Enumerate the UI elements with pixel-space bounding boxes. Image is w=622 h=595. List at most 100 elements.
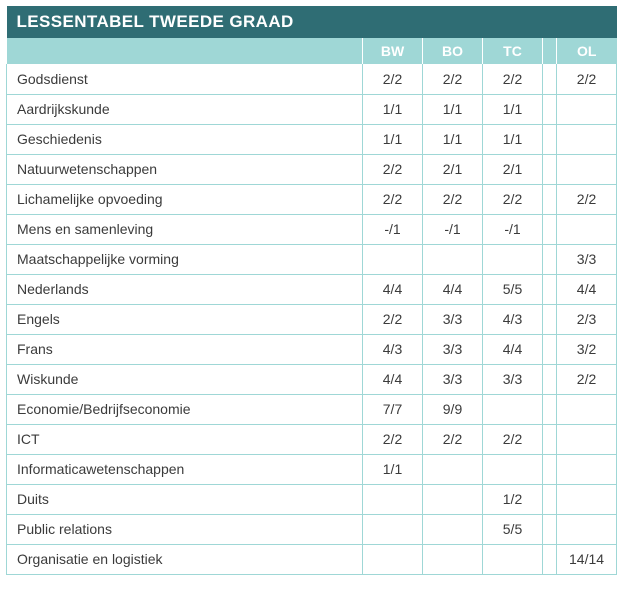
column-header-bw: BW: [363, 38, 423, 64]
table-row: ICT2/22/22/2: [7, 424, 617, 454]
value-cell: 4/3: [483, 304, 543, 334]
column-header-ol: OL: [557, 38, 617, 64]
value-cell: 5/5: [483, 514, 543, 544]
value-cell: 4/3: [363, 334, 423, 364]
subject-cell: Engels: [7, 304, 363, 334]
subject-cell: Aardrijkskunde: [7, 94, 363, 124]
value-cell: -/1: [363, 214, 423, 244]
value-cell: 3/2: [557, 334, 617, 364]
value-cell: [423, 544, 483, 574]
value-cell: 2/2: [483, 184, 543, 214]
subject-cell: Public relations: [7, 514, 363, 544]
subject-cell: ICT: [7, 424, 363, 454]
value-cell: 2/3: [557, 304, 617, 334]
table-row: Duits 1/2: [7, 484, 617, 514]
lessons-table: LESSENTABEL TWEEDE GRAADBWBOTCOL Godsdie…: [6, 6, 617, 575]
value-cell: 1/1: [423, 94, 483, 124]
subject-cell: Duits: [7, 484, 363, 514]
value-cell: 4/4: [363, 274, 423, 304]
subject-cell: Natuurwetenschappen: [7, 154, 363, 184]
value-cell: [363, 244, 423, 274]
column-header-tc: TC: [483, 38, 543, 64]
subject-cell: Economie/Bedrijfseconomie: [7, 394, 363, 424]
gap-cell: [543, 274, 557, 304]
gap-cell: [543, 244, 557, 274]
table-row: Mens en samenleving-/1-/1-/1: [7, 214, 617, 244]
table-row: Organisatie en logistiek14/14: [7, 544, 617, 574]
gap-cell: [543, 64, 557, 94]
value-cell: 2/2: [363, 64, 423, 94]
value-cell: [363, 484, 423, 514]
value-cell: 3/3: [423, 334, 483, 364]
table-row: Engels2/23/34/3 2/3: [7, 304, 617, 334]
value-cell: 2/1: [483, 154, 543, 184]
value-cell: [483, 244, 543, 274]
value-cell: 2/2: [483, 424, 543, 454]
value-cell: 14/14: [557, 544, 617, 574]
value-cell: 1/2: [483, 484, 543, 514]
table-row: Economie/Bedrijfseconomie7/79/9: [7, 394, 617, 424]
value-cell: 2/2: [423, 424, 483, 454]
gap-cell: [543, 304, 557, 334]
gap-cell: [543, 484, 557, 514]
value-cell: [423, 514, 483, 544]
gap-cell: [543, 154, 557, 184]
gap-cell: [543, 184, 557, 214]
value-cell: 2/2: [483, 64, 543, 94]
value-cell: 1/1: [483, 94, 543, 124]
value-cell: 3/3: [483, 364, 543, 394]
value-cell: 2/2: [557, 64, 617, 94]
value-cell: [363, 544, 423, 574]
subject-cell: Geschiedenis: [7, 124, 363, 154]
value-cell: 4/4: [363, 364, 423, 394]
value-cell: 7/7: [363, 394, 423, 424]
column-header-gap: [543, 38, 557, 64]
gap-cell: [543, 364, 557, 394]
table-title: LESSENTABEL TWEEDE GRAAD: [7, 6, 617, 38]
value-cell: [557, 124, 617, 154]
table-row: Maatschappelijke vorming 3/3: [7, 244, 617, 274]
subject-cell: Lichamelijke opvoeding: [7, 184, 363, 214]
subject-cell: Mens en samenleving: [7, 214, 363, 244]
value-cell: 4/4: [423, 274, 483, 304]
value-cell: 1/1: [483, 124, 543, 154]
value-cell: [557, 94, 617, 124]
gap-cell: [543, 94, 557, 124]
subject-cell: Frans: [7, 334, 363, 364]
value-cell: 2/2: [423, 184, 483, 214]
gap-cell: [543, 214, 557, 244]
value-cell: 1/1: [423, 124, 483, 154]
value-cell: [423, 244, 483, 274]
value-cell: 2/2: [423, 64, 483, 94]
value-cell: 1/1: [363, 94, 423, 124]
value-cell: 3/3: [423, 304, 483, 334]
value-cell: [483, 394, 543, 424]
table-row: Public relations 5/5: [7, 514, 617, 544]
subject-cell: Godsdienst: [7, 64, 363, 94]
table-row: Frans4/33/34/43/2: [7, 334, 617, 364]
value-cell: [483, 454, 543, 484]
gap-cell: [543, 394, 557, 424]
value-cell: [363, 514, 423, 544]
lessons-table-wrapper: LESSENTABEL TWEEDE GRAADBWBOTCOL Godsdie…: [6, 6, 616, 575]
table-row: Nederlands4/44/45/54/4: [7, 274, 617, 304]
value-cell: [557, 484, 617, 514]
value-cell: [557, 514, 617, 544]
table-row: Natuurwetenschappen2/22/12/1: [7, 154, 617, 184]
table-row: Godsdienst2/22/22/22/2: [7, 64, 617, 94]
gap-cell: [543, 424, 557, 454]
table-row: Geschiedenis1/11/11/1: [7, 124, 617, 154]
value-cell: 3/3: [557, 244, 617, 274]
value-cell: [557, 454, 617, 484]
value-cell: [423, 454, 483, 484]
gap-cell: [543, 514, 557, 544]
value-cell: 2/1: [423, 154, 483, 184]
value-cell: 2/2: [557, 364, 617, 394]
value-cell: 2/2: [363, 304, 423, 334]
value-cell: [557, 394, 617, 424]
subject-cell: Informaticawetenschappen: [7, 454, 363, 484]
subject-cell: Maatschappelijke vorming: [7, 244, 363, 274]
value-cell: 2/2: [363, 184, 423, 214]
value-cell: [423, 484, 483, 514]
column-header-blank: [7, 38, 363, 64]
